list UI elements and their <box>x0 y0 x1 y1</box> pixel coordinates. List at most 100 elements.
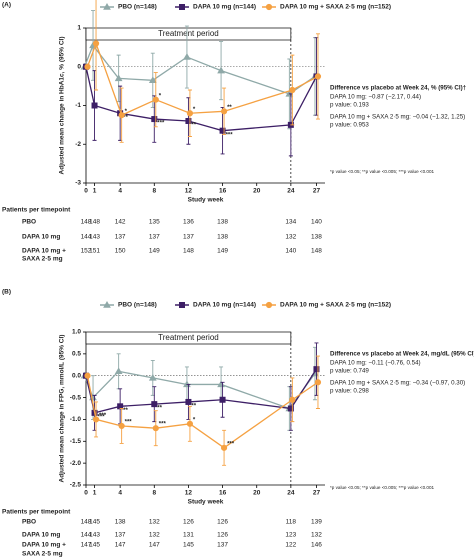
row-label: DAPA 10 mg <box>22 532 60 539</box>
data-point <box>313 366 320 373</box>
data-point <box>92 40 100 47</box>
patient-count: 148 <box>183 248 194 255</box>
difference-line: p value: 0.953 <box>330 122 369 129</box>
period-label: Treatment period <box>158 333 219 342</box>
row-label: SAXA 2·5 mg <box>22 551 63 558</box>
data-point <box>289 396 296 403</box>
y-tick-label: 1.0 <box>72 329 81 336</box>
x-tick-label: 16 <box>219 490 227 497</box>
y-tick-label: 1 <box>77 25 81 32</box>
data-point <box>219 396 226 403</box>
patient-count: 137 <box>183 234 194 241</box>
panel: (A) PBO (n=148) DAPA 10 mg (n=144) DAPA 10 … <box>2 0 467 263</box>
y-tick-label: -1.5 <box>70 438 82 445</box>
patient-count: 149 <box>217 248 228 255</box>
significance-label: *** <box>227 441 235 447</box>
legend-label: DAPA 10 mg (n=144) <box>193 302 256 309</box>
legend-label: DAPA 10 mg (n=144) <box>193 4 256 11</box>
series-line <box>85 66 318 132</box>
patient-count: 126 <box>217 519 228 526</box>
patient-count: 137 <box>217 542 228 549</box>
y-tick-label: -1.0 <box>70 416 82 423</box>
patient-count: 145 <box>89 542 100 549</box>
patient-count: 132 <box>149 532 160 539</box>
row-label: DAPA 10 mg + <box>22 542 66 549</box>
data-point <box>151 401 158 408</box>
y-tick-label: -0.5 <box>70 394 82 401</box>
patients-title: Patients per timepoint <box>2 207 71 214</box>
data-point <box>185 118 192 124</box>
patient-count: 137 <box>115 234 126 241</box>
significance-label: *** <box>98 414 106 420</box>
data-point <box>185 398 192 405</box>
patient-count: 151 <box>89 248 100 255</box>
significance-label: ** <box>227 105 232 111</box>
patient-count: 140 <box>285 248 296 255</box>
difference-line: DAPA 10 mg: −0.11 (−0.76, 0.54) <box>330 360 421 367</box>
patient-count: 145 <box>89 519 100 526</box>
x-tick-label: 20 <box>253 188 261 195</box>
patient-count: 126 <box>183 519 194 526</box>
data-point <box>152 425 159 432</box>
patient-count: 122 <box>285 542 296 549</box>
series-line <box>83 44 316 95</box>
patient-count: 138 <box>311 234 322 241</box>
x-axis-title: Study week <box>188 499 224 506</box>
x-tick-label: 12 <box>185 188 193 195</box>
y-tick-label: 0.5 <box>72 351 81 358</box>
patient-count: 132 <box>149 519 160 526</box>
data-point <box>114 74 123 82</box>
significance-label: ** <box>123 408 128 414</box>
significance-label: *** <box>159 422 167 428</box>
y-tick-label: -1 <box>75 102 81 109</box>
data-point <box>148 76 157 84</box>
data-point <box>151 116 158 123</box>
x-axis-title: Study week <box>188 197 224 204</box>
patient-count: 138 <box>115 519 126 526</box>
patient-count: 137 <box>149 234 160 241</box>
significance-label: ** <box>191 123 196 129</box>
patient-count: 152 <box>81 248 92 255</box>
y-axis-title: Adjusted mean change in FPG, mmol/L (95%… <box>59 335 66 483</box>
y-tick-label: 0 <box>77 63 81 70</box>
patient-count: 132 <box>285 234 296 241</box>
patient-count: 145 <box>183 542 194 549</box>
patients-title: Patients per timepoint <box>2 509 71 516</box>
row-label: DAPA 10 mg + <box>22 248 66 255</box>
patient-count: 148 <box>89 219 100 226</box>
legend-label: DAPA 10 mg + SAXA 2·5 mg (n=152) <box>280 4 391 11</box>
patient-count: 147 <box>81 542 92 549</box>
x-tick-label: 4 <box>118 188 122 195</box>
significance-label: * <box>159 93 162 99</box>
data-point <box>148 373 157 381</box>
patient-count: 149 <box>149 248 160 255</box>
series-line <box>86 375 319 449</box>
difference-title: Difference vs placebo at Week 24, % (95%… <box>330 85 467 92</box>
legend-marker <box>265 3 273 11</box>
patient-count: 123 <box>285 532 296 539</box>
patient-count: 138 <box>217 234 228 241</box>
legend-marker <box>179 302 185 308</box>
data-point <box>114 367 123 375</box>
legend-marker <box>179 4 185 10</box>
legend-label: PBO (n=148) <box>118 4 157 11</box>
significance-label: ** <box>123 115 128 121</box>
x-tick-label: 1 <box>93 490 97 497</box>
patient-count: 147 <box>149 542 160 549</box>
y-tick-label: -2.0 <box>70 460 82 467</box>
patient-count: 118 <box>286 519 297 526</box>
row-label: PBO <box>22 219 36 226</box>
patient-count: 148 <box>81 219 92 226</box>
significance-label: * <box>193 107 196 113</box>
significance-label: ** <box>191 404 196 410</box>
series-line <box>83 370 316 410</box>
period-box <box>85 331 292 345</box>
data-point <box>314 379 322 386</box>
panel: (B) PBO (n=148) DAPA 10 mg (n=144) DAPA 10 … <box>2 289 474 558</box>
patient-count: 135 <box>149 219 160 226</box>
data-point <box>84 63 91 70</box>
patient-count: 132 <box>311 532 322 539</box>
period-label: Treatment period <box>158 29 219 38</box>
data-point <box>186 420 194 427</box>
